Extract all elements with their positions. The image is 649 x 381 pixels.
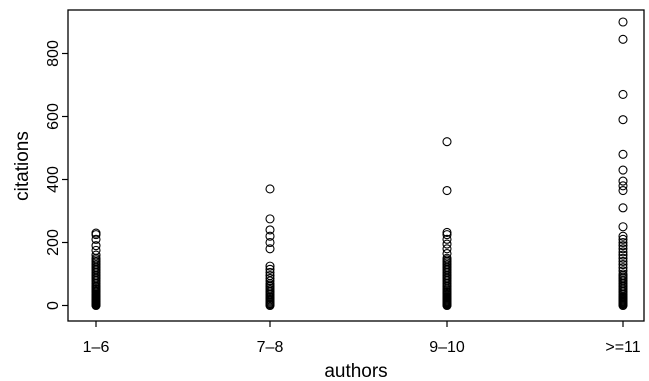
data-point [442,234,452,244]
data-point [91,228,101,238]
data-point [618,176,628,186]
data-point [618,250,628,260]
data-point [618,241,628,251]
data-point [618,181,628,191]
data-point [442,239,452,249]
y-tick-label: 400 [45,166,62,193]
data-point [618,234,628,244]
y-tick-label: 600 [45,103,62,130]
y-tick-label: 800 [45,40,62,67]
data-point [91,245,101,255]
x-axis: 1–6 7–8 9–10 >=11 [83,321,641,356]
data-point [618,263,628,273]
data-point [265,271,275,281]
data-point [265,261,275,271]
x-tick-label: 1–6 [83,339,110,356]
data-point [618,34,628,44]
data-point [618,149,628,159]
data-point [618,237,628,248]
data-point [618,185,628,196]
data-point [618,115,628,125]
data-point [265,244,275,254]
data-point [618,17,628,27]
data-point [91,250,101,260]
data-point [618,259,628,270]
data-point [618,231,628,241]
data-point [618,203,628,213]
data-point [442,137,452,147]
x-tick-label: 9–10 [429,339,465,356]
data-point [618,256,628,266]
data-point [442,248,452,259]
data-point [442,253,452,263]
data-point [91,234,101,244]
x-tick-label: 7–8 [257,339,284,356]
data-point [618,165,628,175]
data-point [265,225,275,235]
data-point [91,241,101,251]
plot-frame [67,9,645,322]
y-tick-label: 200 [45,229,62,256]
y-axis: 0 200 400 600 800 [45,40,68,310]
x-axis-title: authors [324,361,387,381]
data-point [265,273,275,283]
data-point [618,222,628,232]
data-point [618,266,628,276]
data-point [618,244,628,254]
data-point [265,237,275,248]
data-point [442,230,452,240]
data-point [265,267,275,277]
x-tick-label: >=11 [605,339,640,356]
data-point [265,214,275,224]
data-point [618,253,628,263]
data-point [618,247,628,257]
y-axis-title: citations [12,131,33,201]
data-point [442,244,452,254]
data-point [442,227,452,237]
data-point [618,89,628,99]
data-point [265,184,275,194]
data-point [265,264,275,274]
data-point [265,231,275,241]
data-point [618,269,628,279]
data-points [91,17,628,311]
y-tick-label: 0 [45,301,62,310]
data-point [442,185,452,196]
